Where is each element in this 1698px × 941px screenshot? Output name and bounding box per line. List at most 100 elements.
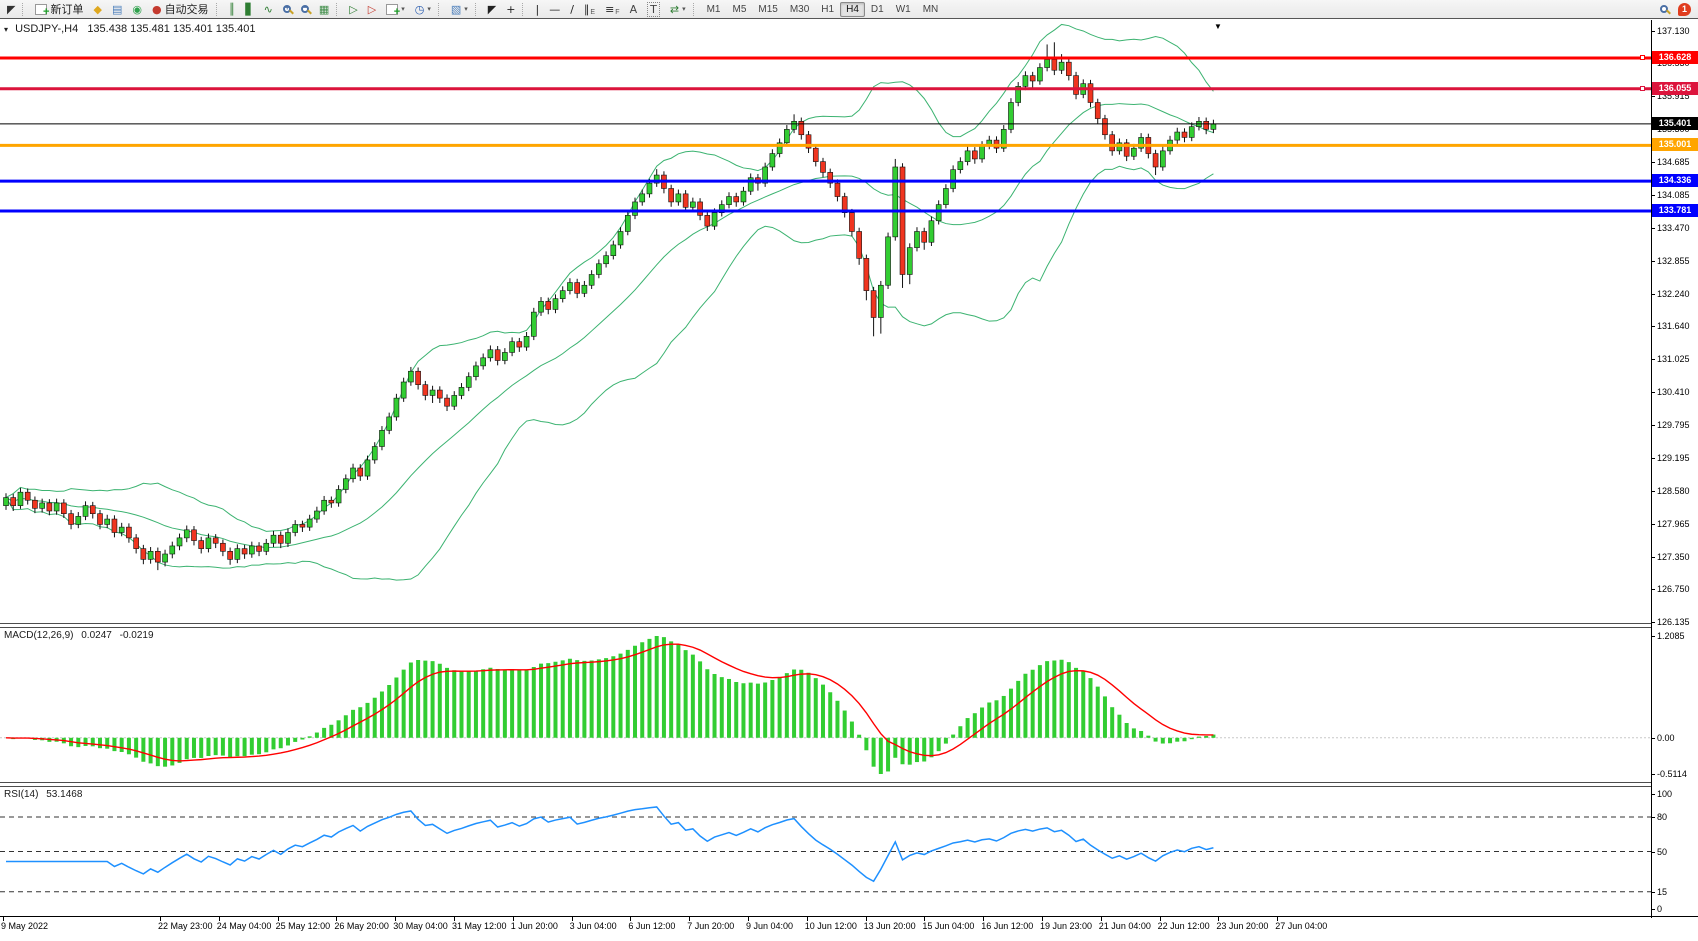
periods-dropdown-icon[interactable]: ▾ <box>427 6 431 13</box>
price-tick-137.130: 137.130 <box>1657 26 1690 36</box>
time-tick-mark <box>924 917 926 921</box>
periods-button[interactable]: ◷ ▾ <box>410 2 436 17</box>
cursor-tool-button[interactable]: ◤ <box>483 2 501 17</box>
toolbar-separator <box>215 2 221 16</box>
templates-dropdown-icon[interactable]: ▾ <box>464 6 468 13</box>
zoom-in-button[interactable]: + <box>278 2 296 17</box>
horizontal-line-tool-icon: — <box>549 2 561 16</box>
chart-shift-button[interactable]: ▷ <box>363 2 381 17</box>
templates-button[interactable]: ▧ ▾ <box>446 2 473 17</box>
price-tick-132.855: 132.855 <box>1657 255 1690 266</box>
pane-separator[interactable] <box>0 623 1651 628</box>
pane-separator[interactable] <box>0 782 1651 787</box>
text-label-tool-button[interactable]: T <box>642 1 665 17</box>
time-tick-mark <box>336 917 338 921</box>
price-tick-131.025: 131.025 <box>1657 354 1690 365</box>
metaeditor-button[interactable]: ◆ <box>88 2 106 17</box>
new-order-label: 新订单 <box>50 4 84 16</box>
time-label: 23 Jun 20:00 <box>1216 921 1269 931</box>
strategy-tester-button[interactable]: ◉ <box>127 2 147 17</box>
new-order-button[interactable]: 新订单 <box>30 2 88 18</box>
notifications-button[interactable]: 1 <box>1673 2 1696 17</box>
timeframe-mn[interactable]: MN <box>922 3 939 15</box>
time-tick-mark <box>983 917 985 921</box>
timeframe-m1[interactable]: M1 <box>706 3 721 15</box>
time-label: 24 May 04:00 <box>216 921 272 931</box>
time-tick-mark <box>3 917 4 921</box>
candlestick-mode-button[interactable]: ▋ <box>240 2 258 17</box>
axis-tick-mark <box>1651 227 1655 229</box>
terminal-button[interactable]: ▤ <box>107 2 127 17</box>
cursor-tool-icon: ◤ <box>487 2 497 16</box>
autotrading-button[interactable]: ● 自动交易 <box>147 2 214 17</box>
macd-pane[interactable] <box>0 628 1651 782</box>
chart-menu-icon[interactable]: ▾ <box>4 25 9 34</box>
main-price-pane[interactable] <box>0 20 1651 623</box>
time-tick-mark <box>689 917 691 921</box>
timeframe-m15[interactable]: M15 <box>758 3 778 15</box>
chart-title: ▾ USDJPY-,H4 135.438 135.481 135.401 135… <box>4 23 256 35</box>
equidistant-channel-tool-button[interactable]: ∥ E <box>579 2 600 17</box>
horizontal-line-tool-button[interactable]: — <box>544 2 565 17</box>
crosshair-tool-button[interactable]: + <box>501 2 520 17</box>
price-tick-134.685: 134.685 <box>1657 157 1690 168</box>
line-chart-mode-button[interactable]: ∿ <box>259 2 278 17</box>
arrows-tool-dropdown-icon[interactable]: ▾ <box>682 6 686 13</box>
timeframe-d1[interactable]: D1 <box>870 3 884 15</box>
pointer-icon: ◤ <box>7 2 16 16</box>
trendline-tool-button[interactable]: / <box>565 2 579 17</box>
time-label: 22 Jun 12:00 <box>1157 921 1210 931</box>
timeframe-h4[interactable]: H4 <box>840 1 865 17</box>
text-tool-icon: A <box>629 2 638 16</box>
chart-window[interactable]: ▾ USDJPY-,H4 135.438 135.481 135.401 135… <box>0 20 1698 941</box>
timeframe-w1[interactable]: W1 <box>895 3 911 15</box>
time-axis[interactable]: 9 May 2022 22 May 23:00 24 May 04:00 25 May… <box>0 916 1698 939</box>
arrows-tool-icon: ⇄ <box>669 2 680 16</box>
axis-tick-mark <box>1651 359 1655 361</box>
price-badge-134.336: 134.336 <box>1652 174 1698 188</box>
price-tick-130.410: 130.410 <box>1657 387 1690 398</box>
timeframe-m30[interactable]: M30 <box>789 3 810 15</box>
axis-tick-mark <box>1651 891 1655 893</box>
tile-windows-button[interactable]: ▦ <box>314 2 334 17</box>
timeframe-m5[interactable]: M5 <box>732 3 747 15</box>
arrows-tool-button[interactable]: ⇄ ▾ <box>665 2 691 17</box>
new-chart-button[interactable]: ▾ <box>381 2 410 18</box>
price-tick-131.640: 131.640 <box>1657 321 1690 332</box>
zoom-out-icon: − <box>300 3 309 13</box>
zoom-out-button[interactable]: − <box>296 2 314 17</box>
time-label: 15 Jun 04:00 <box>922 921 975 931</box>
auto-scroll-button[interactable]: ▷ <box>344 2 362 17</box>
candlestick-mode-icon: ▋ <box>245 2 254 16</box>
bar-chart-mode-button[interactable]: ║ <box>224 2 241 17</box>
notifications-icon: 1 <box>1678 2 1691 16</box>
chart-symbol-period: USDJPY-,H4 <box>15 23 79 35</box>
text-tool-button[interactable]: A <box>625 2 643 17</box>
search-button[interactable] <box>1655 2 1673 17</box>
rsi-value: 53.1468 <box>46 789 83 800</box>
vertical-line-tool-button[interactable]: | <box>530 2 544 17</box>
timeframe-h1[interactable]: H1 <box>821 3 835 15</box>
time-tick-mark <box>1100 917 1102 921</box>
axis-tick-mark <box>1651 293 1655 295</box>
chart-shift-marker-icon[interactable]: ▼ <box>1214 22 1222 31</box>
line-anchor-handle[interactable] <box>1640 85 1645 91</box>
rsi-axis-80: 80 <box>1657 812 1668 822</box>
horizontal-line-objects[interactable] <box>0 56 1651 213</box>
macd-main-value: 0.0247 <box>81 630 112 641</box>
axis-tick-mark <box>1651 636 1655 637</box>
price-badge-133.781: 133.781 <box>1652 204 1698 217</box>
new-chart-dropdown-icon[interactable]: ▾ <box>401 6 405 13</box>
templates-icon: ▧ <box>450 2 462 16</box>
time-label: 31 May 12:00 <box>452 921 507 931</box>
new-chart-icon <box>386 3 400 18</box>
axis-tick-mark <box>1651 909 1655 910</box>
line-anchor-handle[interactable] <box>1640 54 1645 60</box>
time-label: 26 May 20:00 <box>334 921 389 931</box>
rsi-pane[interactable] <box>0 787 1651 916</box>
axis-tick-mark <box>1651 774 1655 775</box>
pointer-button[interactable]: ◤ <box>2 2 20 17</box>
time-tick-mark <box>454 917 455 921</box>
fibonacci-tool-button[interactable]: ≡ F <box>600 2 625 17</box>
rsi-axis-50: 50 <box>1657 846 1668 857</box>
